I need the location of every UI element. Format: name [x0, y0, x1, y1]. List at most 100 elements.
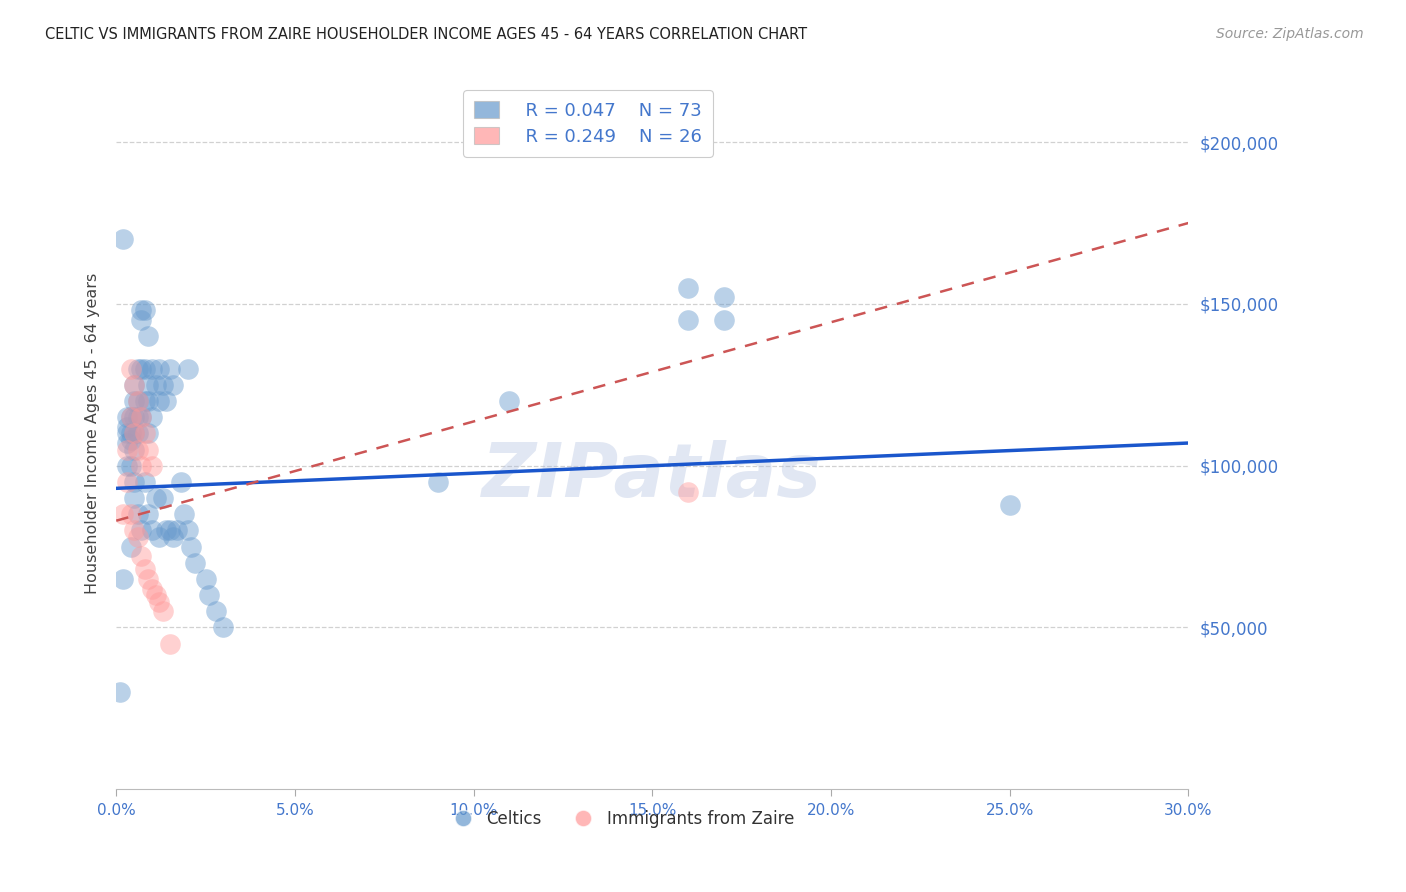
Point: [155, 524, 177, 538]
Point: [159, 361, 181, 376]
Y-axis label: Householder Income Ages 45 - 64 years: Householder Income Ages 45 - 64 years: [86, 273, 100, 594]
Point: [112, 572, 135, 586]
Point: [129, 549, 152, 564]
Point: [122, 394, 145, 409]
Text: Source: ZipAtlas.com: Source: ZipAtlas.com: [1216, 27, 1364, 41]
Point: [148, 530, 170, 544]
Text: CELTIC VS IMMIGRANTS FROM ZAIRE HOUSEHOLDER INCOME AGES 45 - 64 YEARS CORRELATIO: CELTIC VS IMMIGRANTS FROM ZAIRE HOUSEHOL…: [45, 27, 807, 42]
Point: [112, 232, 135, 246]
Point: [148, 361, 170, 376]
Point: [138, 426, 160, 441]
Point: [184, 556, 207, 570]
Point: [141, 361, 163, 376]
Point: [152, 604, 174, 618]
Point: [426, 475, 449, 489]
Point: [155, 394, 177, 409]
Point: [169, 475, 191, 489]
Point: [676, 484, 699, 499]
Point: [134, 361, 156, 376]
Point: [122, 475, 145, 489]
Point: [498, 394, 520, 409]
Point: [115, 458, 138, 473]
Point: [141, 582, 163, 596]
Point: [122, 524, 145, 538]
Point: [129, 458, 152, 473]
Point: [162, 377, 184, 392]
Point: [127, 530, 149, 544]
Text: ZIPatlas: ZIPatlas: [482, 440, 823, 513]
Point: [162, 530, 184, 544]
Point: [180, 540, 202, 554]
Point: [122, 442, 145, 457]
Point: [152, 491, 174, 505]
Point: [138, 329, 160, 343]
Point: [120, 507, 142, 521]
Point: [120, 540, 142, 554]
Point: [108, 685, 131, 699]
Point: [134, 475, 156, 489]
Point: [134, 394, 156, 409]
Point: [120, 361, 142, 376]
Point: [115, 410, 138, 425]
Point: [134, 303, 156, 318]
Point: [166, 524, 188, 538]
Point: [198, 588, 221, 602]
Point: [127, 507, 149, 521]
Point: [127, 442, 149, 457]
Point: [138, 507, 160, 521]
Point: [138, 394, 160, 409]
Point: [159, 637, 181, 651]
Point: [676, 281, 699, 295]
Point: [145, 377, 167, 392]
Point: [127, 426, 149, 441]
Point: [127, 394, 149, 409]
Point: [713, 313, 735, 327]
Point: [129, 524, 152, 538]
Point: [998, 498, 1021, 512]
Point: [676, 313, 699, 327]
Point: [127, 394, 149, 409]
Point: [141, 524, 163, 538]
Point: [138, 442, 160, 457]
Point: [148, 394, 170, 409]
Point: [129, 410, 152, 425]
Point: [152, 377, 174, 392]
Point: [120, 410, 142, 425]
Point: [129, 361, 152, 376]
Point: [122, 491, 145, 505]
Point: [177, 361, 200, 376]
Legend: Celtics, Immigrants from Zaire: Celtics, Immigrants from Zaire: [440, 803, 800, 834]
Point: [177, 524, 200, 538]
Point: [120, 433, 142, 447]
Point: [115, 420, 138, 434]
Point: [127, 410, 149, 425]
Point: [129, 410, 152, 425]
Point: [115, 426, 138, 441]
Point: [138, 377, 160, 392]
Point: [205, 604, 228, 618]
Point: [120, 426, 142, 441]
Point: [129, 303, 152, 318]
Point: [129, 313, 152, 327]
Point: [141, 410, 163, 425]
Point: [120, 410, 142, 425]
Point: [122, 410, 145, 425]
Point: [122, 377, 145, 392]
Point: [134, 562, 156, 576]
Point: [122, 426, 145, 441]
Point: [134, 426, 156, 441]
Point: [159, 524, 181, 538]
Point: [173, 507, 195, 521]
Point: [145, 491, 167, 505]
Point: [115, 475, 138, 489]
Point: [112, 507, 135, 521]
Point: [120, 458, 142, 473]
Point: [145, 588, 167, 602]
Point: [212, 620, 235, 634]
Point: [122, 377, 145, 392]
Point: [713, 290, 735, 304]
Point: [138, 572, 160, 586]
Point: [115, 442, 138, 457]
Point: [194, 572, 217, 586]
Point: [115, 436, 138, 450]
